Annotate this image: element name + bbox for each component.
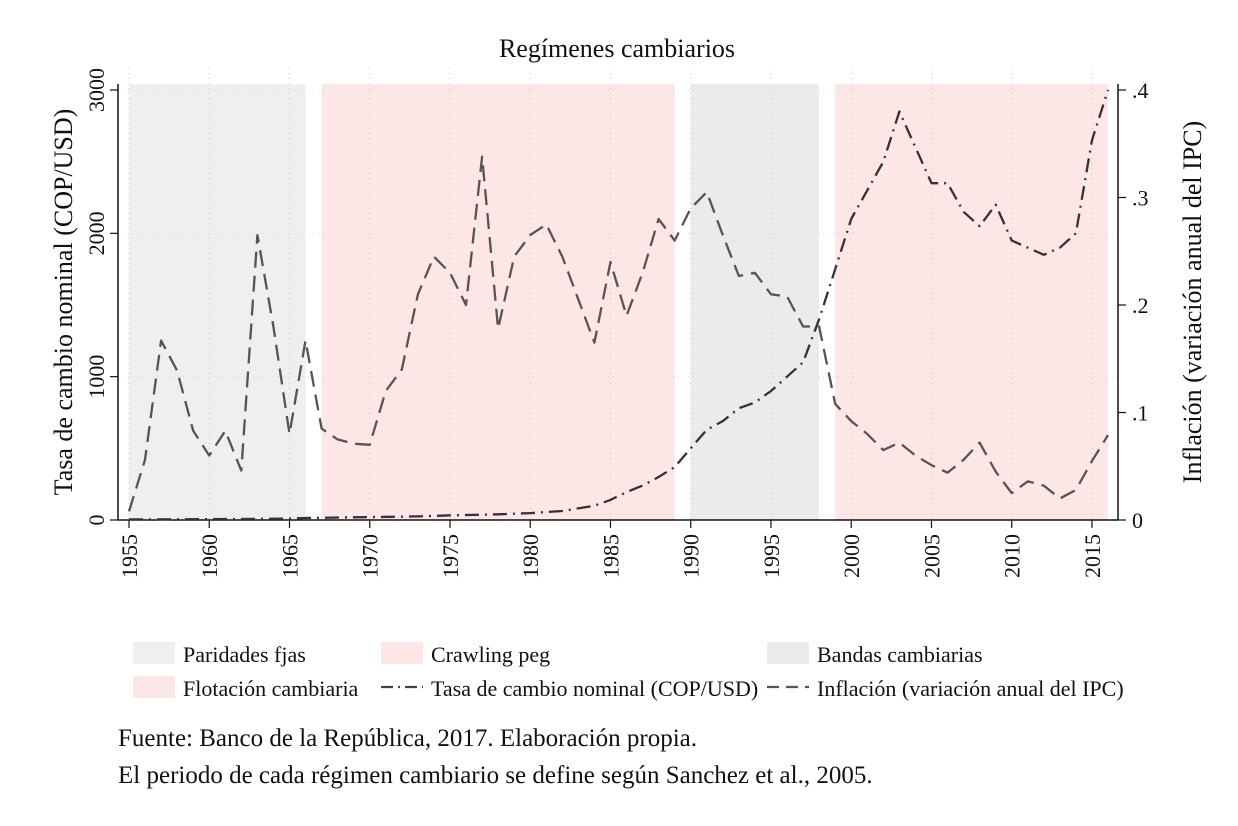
x-tick-label-1975: 1975 [438,534,463,578]
x-tick-label-1955: 1955 [117,534,142,578]
y-right-tick-label-.1: .1 [1132,401,1149,426]
y-right-tick-label-.3: .3 [1132,186,1149,211]
tick-labels-layer: 1955 1960 1965 1970 1975 1980 1985 1990 1995 2000… [84,68,1149,578]
y-left-tick-label-1000: 1000 [84,355,109,399]
y-right-tick-label-.2: .2 [1132,293,1149,318]
y-right-tick-label-0: 0 [1132,508,1143,533]
x-tick-label-2015: 2015 [1080,534,1105,578]
right-y-axis-label: Inflación (variación anual del IPC) [1178,121,1207,483]
x-tick-label-2005: 2005 [919,534,944,578]
x-tick-label-1970: 1970 [358,534,383,578]
y-left-tick-label-0: 0 [84,515,109,526]
regime-band-1 [129,84,306,520]
legend-swatch-3 [767,642,809,664]
chart-title: Regímenes cambiarios [499,34,735,63]
x-tick-label-1985: 1985 [598,534,623,578]
y-left-tick-label-3000: 3000 [84,68,109,112]
x-tick-label-1965: 1965 [277,534,302,578]
legend-label-2: Crawling peg [431,642,550,667]
definition-note: El periodo de cada régimen cambiario se … [118,762,873,789]
legend-label-6: Inflación (variación anual del IPC) [817,676,1124,701]
legend-label-3: Bandas cambiarias [817,642,983,667]
axes-layer [117,84,1119,521]
legend-swatch-2 [381,642,423,664]
legend-label-4: Flotación cambiaria [183,676,359,701]
x-tick-label-2000: 2000 [839,534,864,578]
y-left-tick-label-2000: 2000 [84,211,109,255]
series-layer [127,89,1110,521]
x-tick-label-1960: 1960 [197,534,222,578]
source-note: Fuente: Banco de la República, 2017. Ela… [118,725,697,752]
x-tick-label-1980: 1980 [518,534,543,578]
legend-label-5: Tasa de cambio nominal (COP/USD) [431,676,758,701]
series-inflation-line [127,155,1109,512]
legend-label-1: Paridades fjas [183,642,306,667]
regime-shading-layer [129,84,1108,520]
y-right-tick-label-.4: .4 [1132,78,1149,103]
regime-band-3 [690,84,820,520]
legend: Paridades fjas Crawling peg Bandas cambiar… [133,642,1124,701]
x-tick-label-1995: 1995 [759,534,784,578]
regime-band-4 [835,84,1108,520]
series-exchange-rate-line [128,89,1110,521]
x-tick-label-1990: 1990 [679,534,704,578]
legend-swatch-1 [133,642,175,664]
legend-swatch-4 [133,676,175,698]
regime-band-2 [321,84,675,520]
left-y-axis-label: Tasa de cambio nominal (COP/USD) [49,109,78,496]
x-tick-label-2010: 2010 [1000,534,1025,578]
